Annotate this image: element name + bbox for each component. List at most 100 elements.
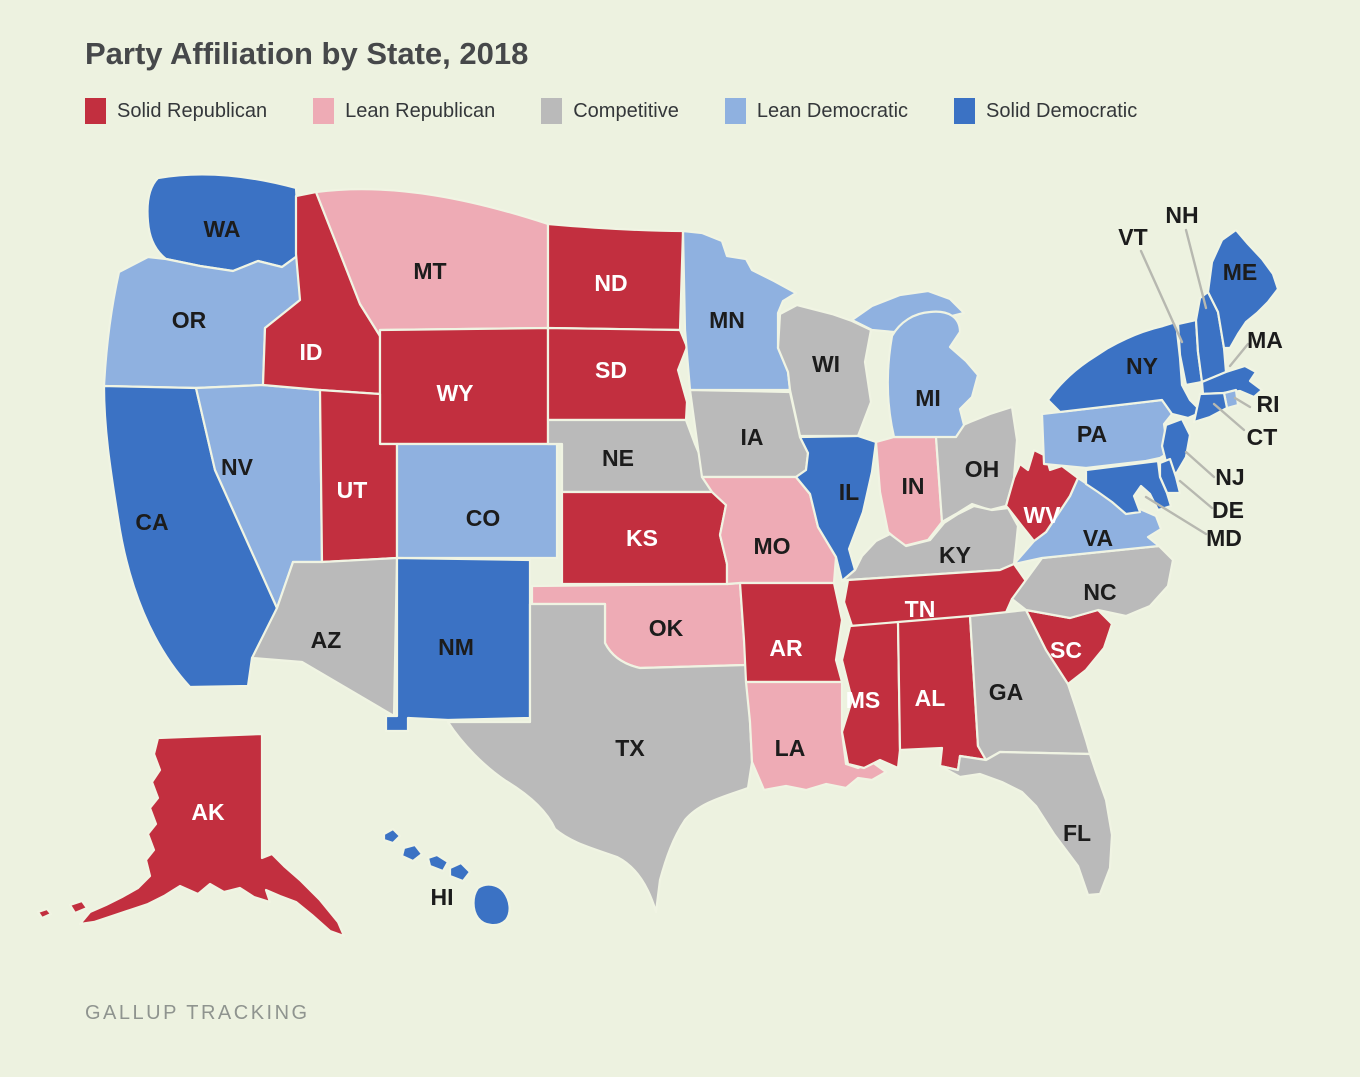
state-label-va: VA bbox=[1083, 525, 1113, 551]
state-label-pa: PA bbox=[1077, 421, 1107, 447]
state-label-fl: FL bbox=[1063, 820, 1091, 846]
legend-swatch-lean-republican bbox=[313, 98, 335, 124]
legend-item-lean-democratic: Lean Democratic bbox=[724, 98, 909, 124]
callout-label-ri: RI bbox=[1257, 391, 1280, 417]
state-hi-big-island bbox=[472, 883, 511, 927]
legend-label-solid-republican: Solid Republican bbox=[117, 99, 268, 122]
state-label-mo: MO bbox=[753, 533, 790, 559]
legend-swatch-lean-democratic bbox=[724, 98, 746, 124]
state-mi-upper-peninsula bbox=[850, 289, 966, 334]
legend-swatch-solid-republican bbox=[85, 98, 106, 124]
state-label-ar: AR bbox=[769, 635, 803, 661]
states-layer bbox=[36, 173, 1280, 938]
callout-line-md bbox=[1144, 495, 1208, 536]
state-label-hi: HI bbox=[431, 884, 454, 910]
state-fl bbox=[938, 750, 1114, 897]
state-label-mi: MI bbox=[915, 385, 941, 411]
legend-item-competitive: Competitive bbox=[541, 98, 679, 124]
state-az bbox=[250, 556, 399, 718]
callout-label-de: DE bbox=[1212, 497, 1244, 523]
state-md bbox=[1084, 459, 1173, 516]
legend-label-lean-democratic: Lean Democratic bbox=[756, 99, 909, 122]
legend-item-lean-republican: Lean Republican bbox=[313, 98, 495, 124]
state-label-wv: WV bbox=[1023, 502, 1061, 528]
state-ca bbox=[102, 384, 279, 689]
state-ak-aleutian-island bbox=[36, 907, 53, 920]
state-label-ga: GA bbox=[989, 679, 1024, 705]
state-label-sd: SD bbox=[595, 357, 627, 383]
state-la bbox=[744, 680, 888, 792]
state-label-ny: NY bbox=[1126, 353, 1158, 379]
state-ct bbox=[1192, 391, 1229, 424]
state-hi-island bbox=[382, 827, 402, 845]
state-label-ia: IA bbox=[741, 424, 764, 450]
callout-line-ma bbox=[1228, 342, 1250, 368]
header: Party Affiliation by State, 2018 Solid R… bbox=[85, 36, 1137, 124]
state-ar bbox=[738, 581, 844, 684]
state-label-ok: OK bbox=[649, 615, 684, 641]
state-wv bbox=[1004, 448, 1080, 543]
state-label-al: AL bbox=[915, 685, 946, 711]
legend-label-competitive: Competitive bbox=[573, 99, 679, 122]
legend-swatch-competitive bbox=[541, 98, 563, 124]
state-label-nm: NM bbox=[438, 634, 474, 660]
callout-label-ma: MA bbox=[1247, 327, 1283, 353]
state-label-nc: NC bbox=[1083, 579, 1116, 605]
legend-label-lean-republican: Lean Republican bbox=[345, 99, 496, 122]
callout-label-ct: CT bbox=[1247, 424, 1278, 450]
state-label-az: AZ bbox=[311, 627, 342, 653]
state-label-tn: TN bbox=[905, 596, 936, 622]
state-ak bbox=[78, 732, 346, 938]
state-wa bbox=[146, 173, 302, 273]
callout-line-ct bbox=[1212, 402, 1246, 432]
state-label-ut: UT bbox=[337, 477, 368, 503]
state-label-mn: MN bbox=[709, 307, 745, 333]
state-hi-island bbox=[400, 843, 424, 863]
callout-label-vt: VT bbox=[1118, 224, 1147, 250]
state-label-tx: TX bbox=[615, 735, 645, 761]
state-label-nv: NV bbox=[221, 454, 254, 480]
state-hi-island bbox=[426, 853, 450, 873]
state-label-wa: WA bbox=[203, 216, 240, 242]
callout-line-nh bbox=[1184, 228, 1208, 310]
state-label-me: ME bbox=[1223, 259, 1258, 285]
state-label-oh: OH bbox=[965, 456, 1000, 482]
state-labels-layer: WA OR CA NV ID MT WY UT CO AZ NM ND SD N… bbox=[135, 216, 1257, 910]
state-label-wi: WI bbox=[812, 351, 840, 377]
state-label-ks: KS bbox=[626, 525, 658, 551]
state-label-ne: NE bbox=[602, 445, 634, 471]
state-label-il: IL bbox=[839, 479, 859, 505]
callouts-layer: VT NH MA RI CT NJ DE MD bbox=[1118, 202, 1283, 551]
callout-label-nh: NH bbox=[1165, 202, 1198, 228]
state-hi-island bbox=[448, 861, 472, 883]
state-label-ky: KY bbox=[939, 542, 971, 568]
legend: Solid Republican Lean Republican Competi… bbox=[85, 98, 1137, 124]
state-label-mt: MT bbox=[413, 258, 446, 284]
state-mi bbox=[886, 310, 980, 439]
callout-label-nj: NJ bbox=[1215, 464, 1244, 490]
state-label-ms: MS bbox=[846, 687, 881, 713]
source-label: GALLUP TRACKING bbox=[85, 1002, 310, 1024]
legend-swatch-solid-democratic bbox=[954, 98, 976, 124]
state-label-in: IN bbox=[902, 473, 925, 499]
state-wi bbox=[776, 303, 873, 438]
state-label-co: CO bbox=[466, 505, 501, 531]
state-label-ca: CA bbox=[135, 509, 168, 535]
state-label-id: ID bbox=[300, 339, 323, 365]
callout-label-md: MD bbox=[1206, 525, 1242, 551]
state-label-or: OR bbox=[172, 307, 207, 333]
callout-line-nj bbox=[1184, 450, 1216, 479]
state-label-la: LA bbox=[775, 735, 806, 761]
state-me bbox=[1206, 228, 1280, 350]
callout-line-vt bbox=[1139, 249, 1184, 344]
callout-line-de bbox=[1178, 479, 1214, 510]
state-ak-aleutian-island bbox=[68, 899, 89, 915]
legend-item-solid-democratic: Solid Democratic bbox=[954, 98, 1137, 124]
legend-item-solid-republican: Solid Republican bbox=[85, 98, 267, 124]
page-title: Party Affiliation by State, 2018 bbox=[85, 36, 529, 71]
state-label-nd: ND bbox=[594, 270, 627, 296]
state-co bbox=[395, 442, 559, 560]
legend-label-solid-democratic: Solid Democratic bbox=[986, 99, 1138, 122]
